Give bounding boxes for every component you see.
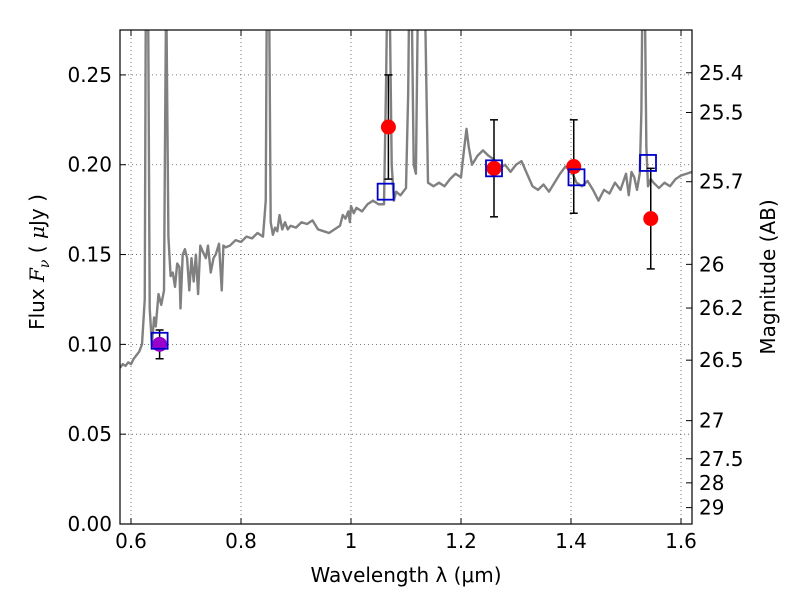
y-tick-label: 0.05 <box>67 422 112 446</box>
observed-point <box>380 119 396 135</box>
y-tick-label: 0.15 <box>67 243 112 267</box>
y2-tick-label: 26.5 <box>699 348 744 372</box>
plot-frame <box>119 29 693 525</box>
model-square <box>567 168 586 187</box>
y-label-symbol: F <box>25 267 49 283</box>
y2-tick-label: 28 <box>699 471 724 495</box>
y-label-symbol: μ <box>25 226 49 239</box>
x-tick-label: 0.6 <box>115 529 147 553</box>
model-square <box>485 159 503 178</box>
x-tick-label: 1 <box>345 529 358 553</box>
y-tick-label: 0.20 <box>67 153 112 177</box>
model-square <box>150 331 169 350</box>
y-label-subscript: ν <box>37 259 53 268</box>
x-tick-label: 1.4 <box>555 529 587 553</box>
x-axis-label: Wavelength λ (μm) <box>310 563 501 587</box>
model-square <box>639 154 657 172</box>
y-label-text: Flux <box>25 282 49 330</box>
y2-tick-label: 27.5 <box>699 447 744 471</box>
y2-tick-label: 27 <box>699 409 724 433</box>
y2-tick-label: 29 <box>699 496 724 520</box>
model-square <box>376 182 395 201</box>
x-tick-label: 1.2 <box>445 529 477 553</box>
y-tick-label: 0.10 <box>67 332 112 356</box>
y2-tick-label: 26.2 <box>699 296 744 320</box>
y2-axis-label: Magnitude (AB) <box>756 199 780 354</box>
observed-point <box>643 211 659 227</box>
y2-tick-label: 25.5 <box>699 100 744 124</box>
y-axis-label: Flux Fν ( μJy ) <box>25 194 53 330</box>
y-tick-label: 0.25 <box>67 63 112 87</box>
y2-tick-label: 25.7 <box>699 170 744 194</box>
x-tick-label: 0.8 <box>225 529 257 553</box>
ticks: 0.6 0.8 1 1.2 1.4 1.6 0.00 0.05 0.10 0.15 0.20 0.25… <box>67 30 744 553</box>
y2-tick-label: 26 <box>699 252 724 276</box>
observed-point <box>486 160 502 176</box>
overlap-point <box>152 336 168 352</box>
markers <box>150 119 659 352</box>
y-tick-label: 0.00 <box>67 512 112 536</box>
y-label-text: Jy ) <box>25 194 49 228</box>
y2-tick-label: 25.4 <box>699 61 744 85</box>
x-tick-label: 1.6 <box>665 529 697 553</box>
y-label-text: ( <box>25 239 49 260</box>
